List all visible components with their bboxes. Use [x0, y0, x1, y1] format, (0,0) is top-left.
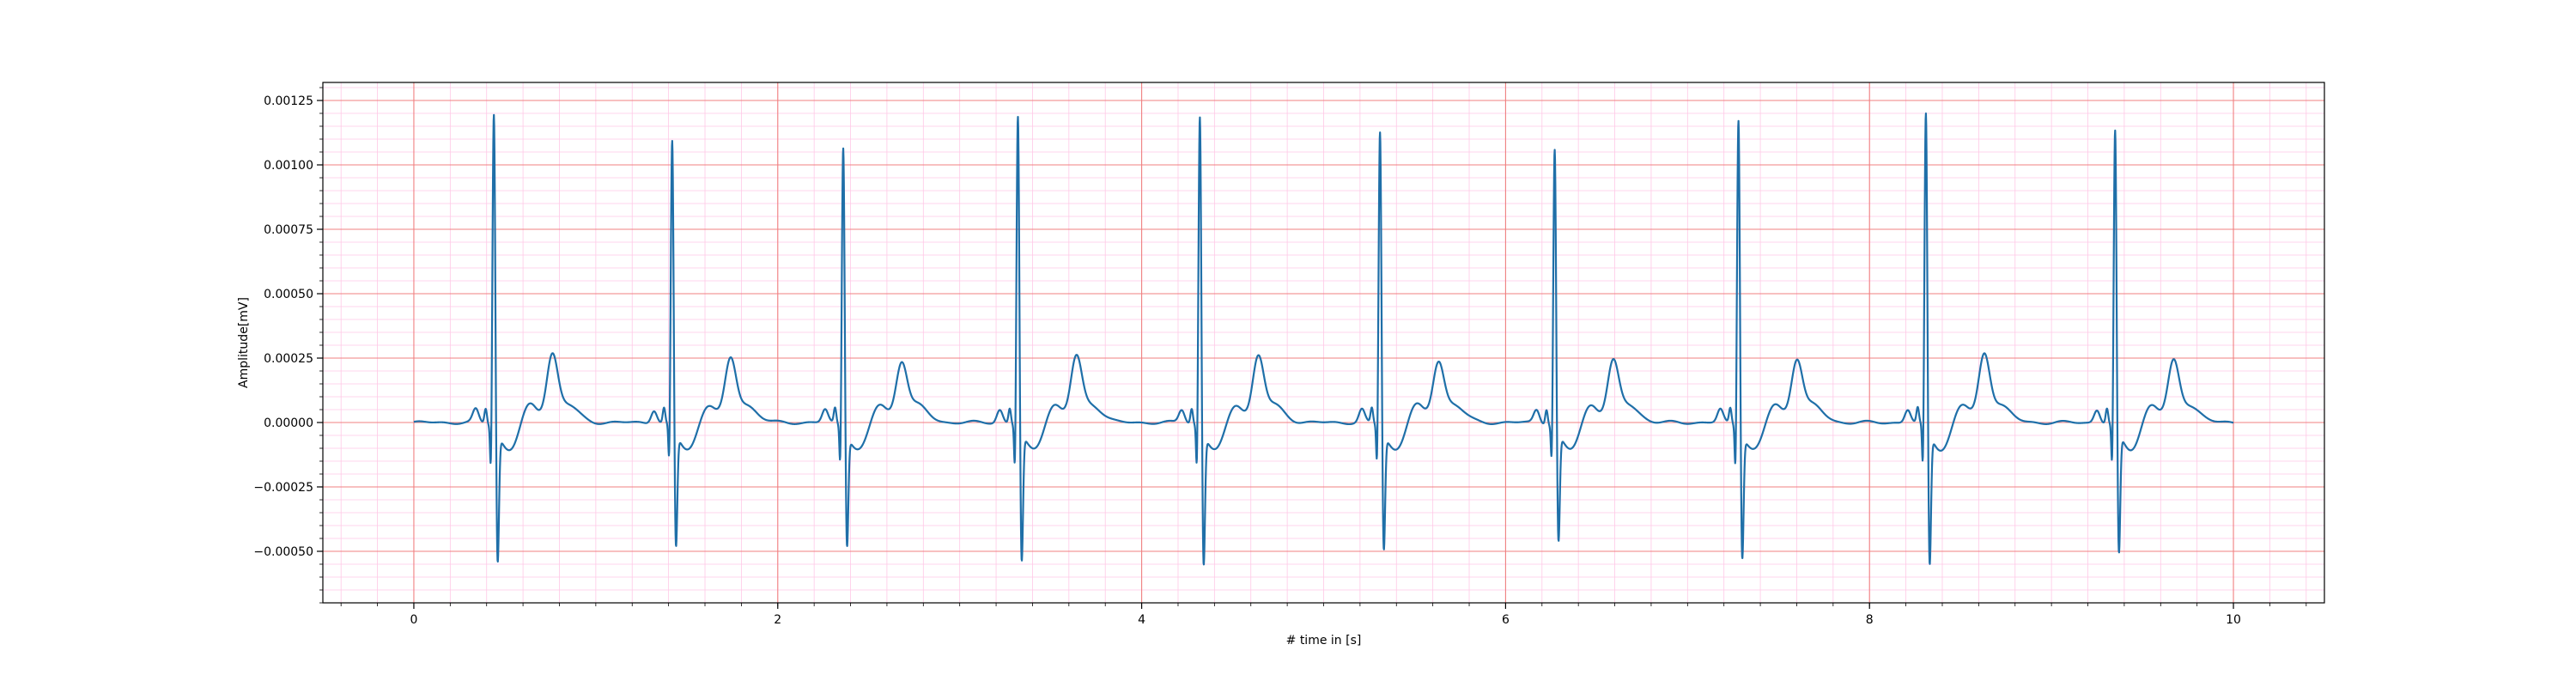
x-tick-label: 8: [1866, 613, 1874, 627]
y-axis-label: Amplitude[mV]: [237, 297, 251, 388]
x-tick-label: 4: [1138, 613, 1145, 627]
x-tick-label: 0: [410, 613, 417, 627]
y-axis-ticks: −0.00050 −0.00025 0.00000 0.00025 0.00050 0.0…: [253, 87, 323, 604]
y-tick-label: 0.00000: [264, 416, 313, 430]
x-axis-ticks: 0 2 4 6 8 10: [340, 603, 2307, 627]
y-tick-label: 0.00025: [264, 352, 313, 366]
x-tick-label: 6: [1502, 613, 1510, 627]
y-tick-label: 0.00075: [264, 223, 313, 237]
y-tick-label: −0.00025: [253, 481, 313, 495]
x-tick-label: 2: [774, 613, 781, 627]
x-tick-label: 10: [2226, 613, 2241, 627]
y-tick-label: 0.00050: [264, 288, 313, 301]
y-tick-label: 0.00100: [264, 159, 313, 173]
minor-grid: [323, 82, 2324, 604]
y-tick-label: −0.00050: [253, 545, 313, 559]
ecg-trace-line: [413, 112, 2234, 566]
y-tick-label: 0.00125: [264, 94, 313, 108]
x-axis-label: # time in [s]: [1286, 634, 1362, 647]
